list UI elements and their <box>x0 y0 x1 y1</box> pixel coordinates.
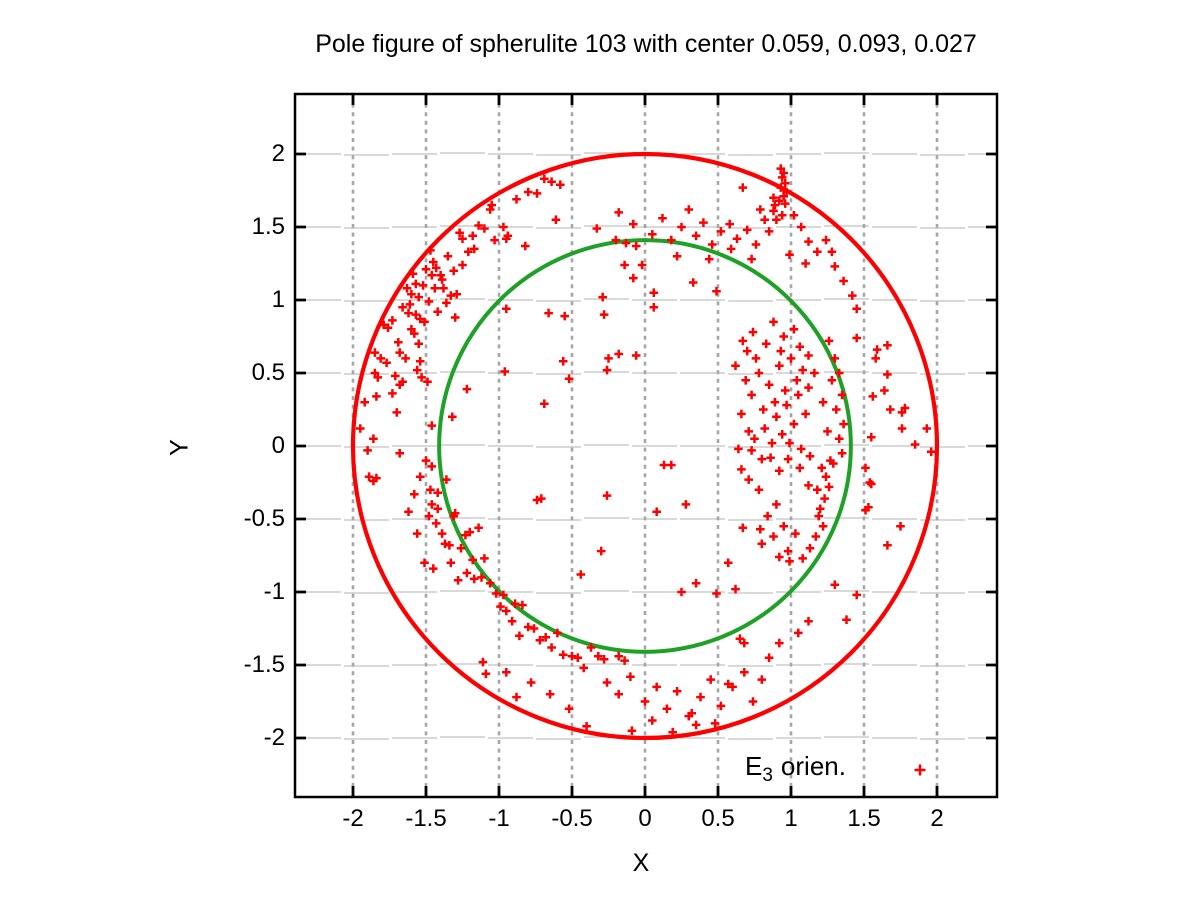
y-tick-label: -1 <box>263 578 285 605</box>
x-tick-label: -0.5 <box>551 805 593 832</box>
y-gridline <box>296 152 993 156</box>
legend-series-subscript: 3 <box>762 765 773 786</box>
legend-plus-marker-icon <box>914 764 926 776</box>
x-tick-label: -1.5 <box>405 805 447 832</box>
x-tick-label: 1.5 <box>847 805 881 832</box>
y-tick-label: 2 <box>271 140 285 167</box>
chart-title: Pole figure of spherulite 103 with cente… <box>315 30 977 58</box>
outer-red-circle <box>350 151 940 741</box>
y-tick-label: -1.5 <box>243 651 285 678</box>
legend-series-rest: orien. <box>780 751 846 781</box>
x-tick-label: -2 <box>342 805 364 832</box>
y-gridline <box>296 663 993 667</box>
x-tick-label: 1 <box>784 805 798 832</box>
scatter-points <box>356 164 936 737</box>
y-gridline <box>296 444 993 448</box>
inner-green-circle <box>437 238 853 654</box>
x-tick-label: 2 <box>930 805 944 832</box>
y-axis-label: Y <box>165 439 194 456</box>
y-tick-label: 0 <box>271 432 285 459</box>
y-gridline <box>296 298 993 302</box>
axis-ticks <box>295 94 997 797</box>
x-tick-label: 0.5 <box>701 805 735 832</box>
x-tick-label: 0 <box>638 805 652 832</box>
y-tick-label: -0.5 <box>243 505 285 532</box>
y-tick-label: 0.5 <box>251 359 285 386</box>
x-axis-label: X <box>632 849 650 877</box>
y-tick-label: -2 <box>263 724 285 751</box>
x-tick-label: -1 <box>488 805 510 832</box>
y-tick-label: 1.5 <box>251 213 285 240</box>
legend-entry: E3 orien. <box>745 751 846 786</box>
y-tick-label: 1 <box>271 286 285 313</box>
y-gridline <box>296 517 993 521</box>
legend-series-base: E <box>745 751 763 781</box>
y-gridline <box>296 590 993 594</box>
